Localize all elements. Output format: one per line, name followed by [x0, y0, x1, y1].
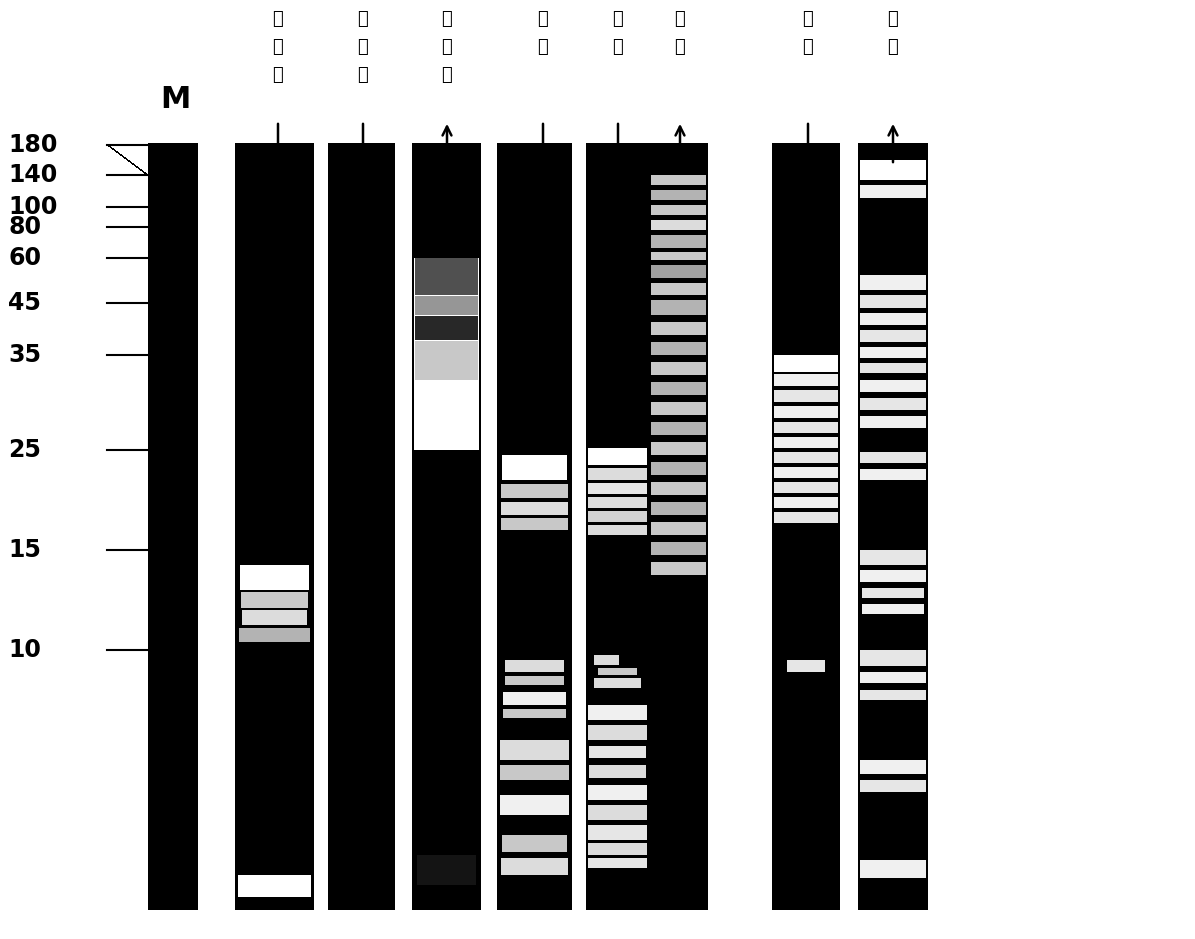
- Text: 空: 空: [442, 10, 453, 28]
- Text: 后: 后: [613, 38, 624, 56]
- Text: 后: 后: [357, 66, 368, 84]
- Text: 破: 破: [803, 10, 814, 28]
- Text: 诱: 诱: [538, 10, 549, 28]
- Text: M: M: [160, 85, 190, 115]
- Text: 180: 180: [8, 133, 57, 157]
- Text: 后: 后: [888, 38, 899, 56]
- Text: 诱: 诱: [357, 38, 368, 56]
- Text: 后: 后: [675, 38, 686, 56]
- Text: 140: 140: [8, 163, 57, 187]
- Text: 15: 15: [8, 538, 41, 562]
- Text: 前: 前: [272, 66, 283, 84]
- Text: 诱: 诱: [613, 10, 624, 28]
- Text: 100: 100: [8, 195, 57, 219]
- Text: 诱: 诱: [272, 38, 283, 56]
- Text: 空: 空: [357, 10, 368, 28]
- Text: 诱: 诱: [675, 10, 686, 28]
- Text: 60: 60: [8, 246, 41, 270]
- Text: 后: 后: [442, 66, 453, 84]
- Text: 80: 80: [8, 215, 41, 239]
- Text: 后: 后: [803, 38, 814, 56]
- Text: 空: 空: [272, 10, 283, 28]
- Text: 诱: 诱: [442, 38, 453, 56]
- Text: 破: 破: [888, 10, 899, 28]
- Text: 25: 25: [8, 438, 41, 462]
- Text: 前: 前: [538, 38, 549, 56]
- Text: 45: 45: [8, 291, 41, 315]
- Text: 10: 10: [8, 638, 41, 662]
- Text: 35: 35: [8, 343, 41, 367]
